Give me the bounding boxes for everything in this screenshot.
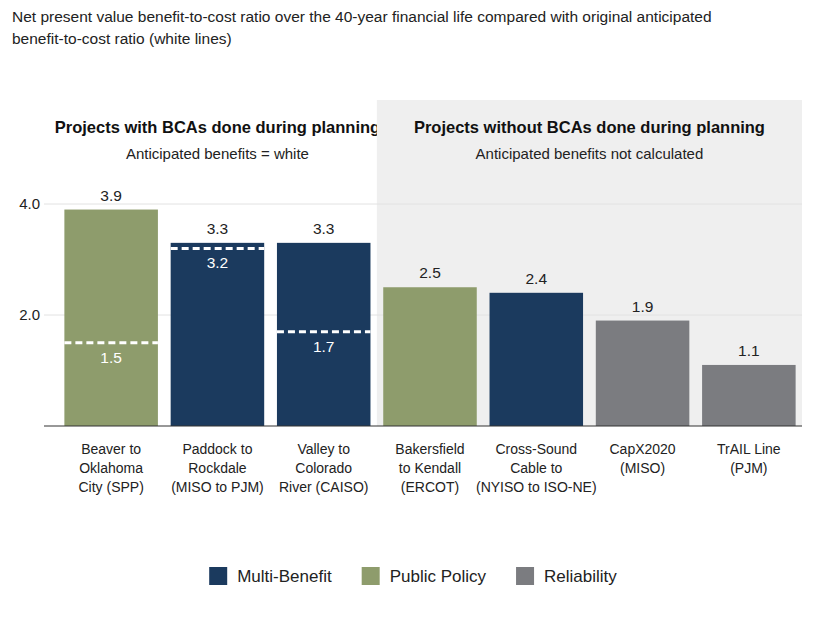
- bar: [171, 243, 265, 426]
- x-tick-label: Valley toColoradoRiver (CAISO): [279, 441, 368, 495]
- legend-swatch: [362, 567, 380, 585]
- x-tick-label: Cross-SoundCable to(NYISO to ISO-NE): [476, 441, 597, 495]
- x-tick-label: Paddock toRockdale(MISO to PJM): [171, 441, 264, 495]
- bar: [277, 243, 371, 426]
- data-label: 2.4: [526, 270, 548, 287]
- bar: [64, 210, 158, 426]
- data-label: 2.5: [419, 264, 441, 281]
- legend-label: Reliability: [544, 567, 617, 586]
- y-tick-label: 2.0: [19, 306, 40, 323]
- legend-label: Multi-Benefit: [237, 567, 332, 586]
- x-tick-label: Bakersfieldto Kendall(ERCOT): [395, 441, 464, 495]
- x-axis-line: [44, 425, 802, 426]
- anticipated-line: [171, 247, 265, 250]
- anticipated-label: 1.5: [100, 349, 122, 366]
- legend-label: Public Policy: [390, 567, 487, 586]
- data-label: 3.3: [313, 220, 335, 237]
- anticipated-line: [277, 330, 371, 333]
- legend-swatch: [209, 567, 227, 585]
- data-label: 1.9: [632, 298, 654, 315]
- x-tick-label: Beaver toOklahomaCity (SPP): [78, 441, 143, 495]
- anticipated-label: 3.2: [207, 254, 229, 271]
- anticipated-label: 1.7: [313, 338, 335, 355]
- data-label: 3.3: [207, 220, 229, 237]
- panel-subtitle: Anticipated benefits = white: [126, 145, 309, 162]
- bar: [383, 287, 477, 426]
- y-tick-label: 4.0: [19, 195, 40, 212]
- x-tick-label: TrAIL Line(PJM): [717, 441, 781, 476]
- bar: [596, 321, 690, 426]
- bar: [702, 365, 796, 426]
- title: Net present value benefit-to-cost ratio …: [12, 6, 732, 50]
- data-label: 3.9: [100, 187, 122, 204]
- panel-title: Projects with BCAs done during planning: [55, 118, 380, 136]
- y-axis-line: [44, 204, 45, 426]
- panel-background: [377, 100, 802, 426]
- legend: Multi-Benefit Public Policy Reliability: [209, 567, 617, 586]
- panel-subtitle: Anticipated benefits not calculated: [476, 145, 704, 162]
- x-tick-label: CapX2020(MISO): [609, 441, 675, 476]
- bar: [490, 293, 584, 426]
- panel-title: Projects without BCAs done during planni…: [414, 118, 765, 136]
- grid-line: [44, 204, 802, 205]
- data-label: 1.1: [738, 342, 760, 359]
- legend-swatch: [516, 567, 534, 585]
- anticipated-line: [64, 341, 158, 344]
